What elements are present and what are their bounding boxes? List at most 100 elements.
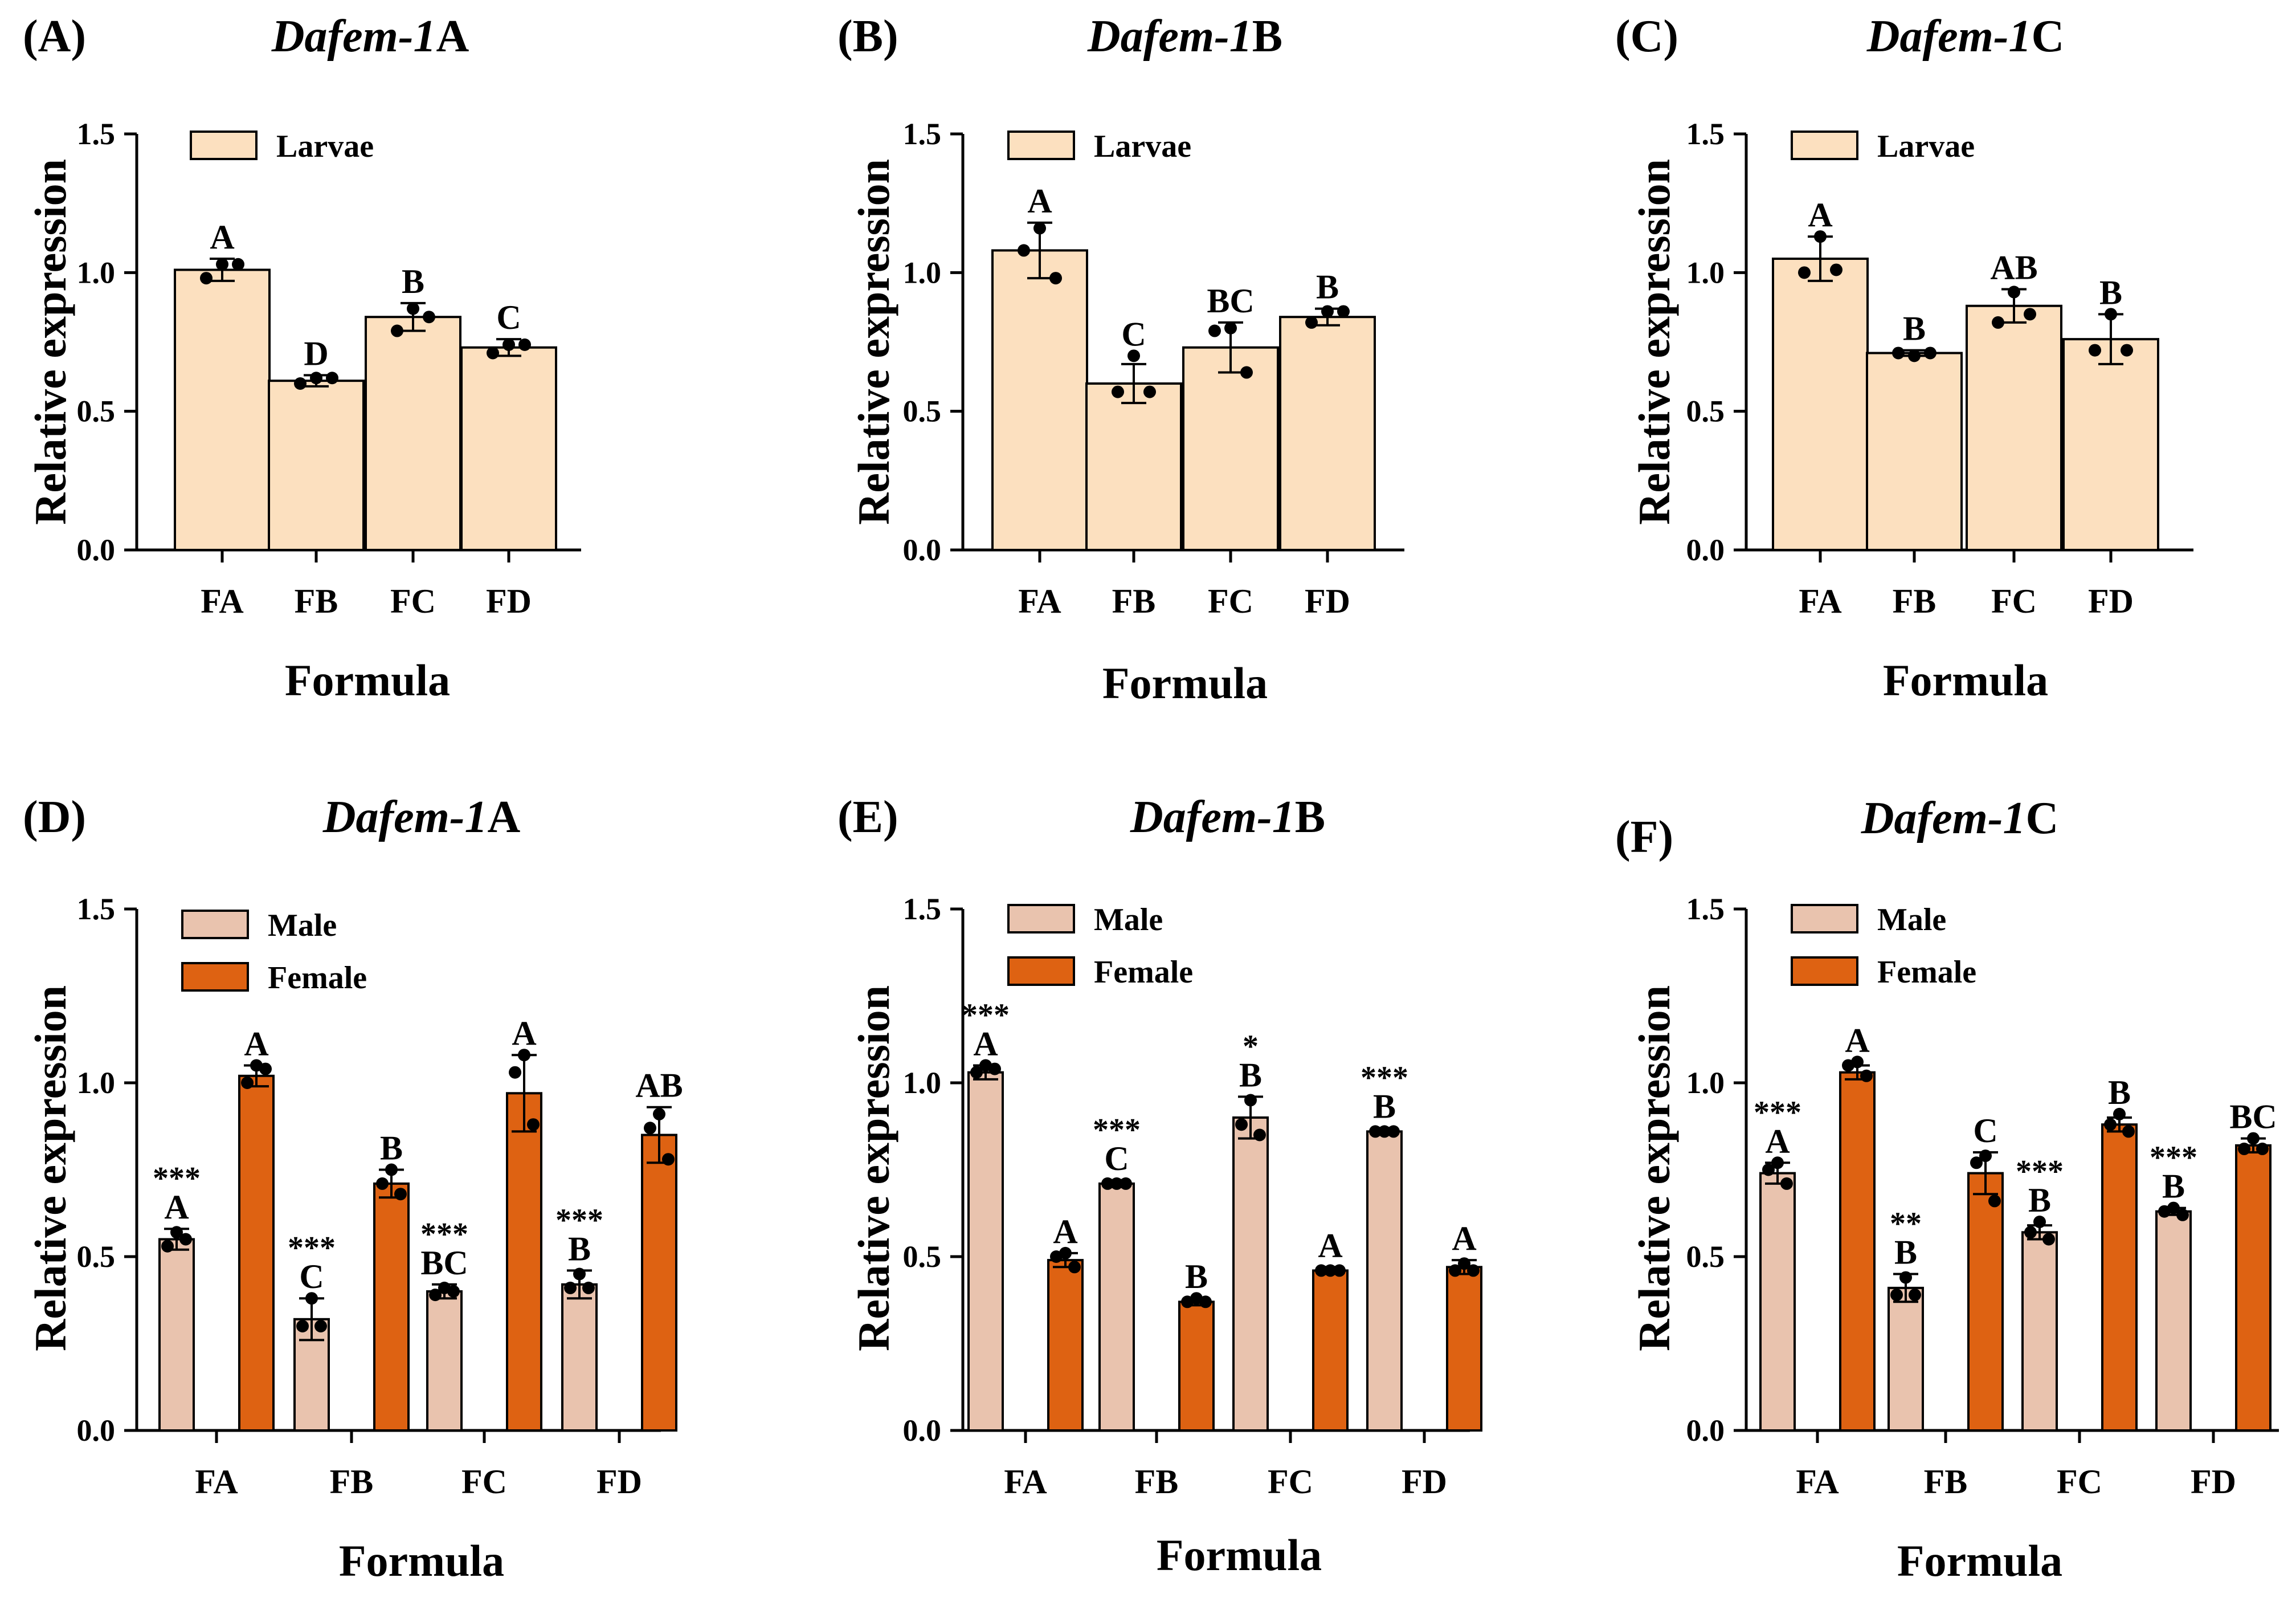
bar-female-fd xyxy=(2235,1144,2272,1432)
significance-stars: *** xyxy=(1754,1095,1801,1130)
legend-swatch-male xyxy=(1791,904,1858,933)
data-point xyxy=(1018,244,1030,257)
data-point xyxy=(1244,1094,1257,1107)
data-point xyxy=(1909,1289,1921,1302)
data-point xyxy=(294,377,307,390)
significance-letter: D xyxy=(304,335,328,372)
data-point xyxy=(1235,1118,1248,1131)
legend-swatch-larvae xyxy=(190,131,258,160)
data-point xyxy=(241,1077,254,1089)
data-point xyxy=(1387,1125,1400,1138)
data-point xyxy=(1224,321,1237,335)
significance-letter: BC xyxy=(420,1244,468,1282)
panel-letter: (A) xyxy=(23,11,86,62)
significance-letter: A xyxy=(1765,1122,1790,1160)
data-point xyxy=(1101,1177,1114,1190)
bar-female-fb xyxy=(1178,1301,1215,1432)
bar-female-fc xyxy=(2101,1123,2138,1432)
significance-letter: A xyxy=(244,1025,268,1063)
bar-larvae-fc xyxy=(1182,346,1279,551)
significance-letter: B xyxy=(1894,1234,1917,1271)
y-axis-label: Relative expression xyxy=(1629,159,1679,525)
significance-letter: C xyxy=(299,1258,324,1295)
significance-letter: C xyxy=(1104,1140,1129,1177)
data-point xyxy=(1988,1195,2001,1208)
x-tick-label: FD xyxy=(486,582,532,620)
significance-letter: A xyxy=(1053,1213,1077,1250)
significance-stars: *** xyxy=(153,1161,201,1196)
data-point xyxy=(1992,316,2004,329)
bar-larvae-fd xyxy=(2062,338,2159,552)
data-point xyxy=(1979,1149,1992,1163)
significance-letter: B xyxy=(1316,268,1339,306)
bar-female-fa xyxy=(1839,1071,1876,1432)
legend-swatch-larvae xyxy=(1007,131,1075,160)
x-tick-label: FB xyxy=(1893,582,1937,620)
data-point xyxy=(429,1289,442,1302)
legend-label-female: Female xyxy=(268,960,367,996)
data-point xyxy=(1798,266,1811,279)
data-point xyxy=(407,302,419,315)
y-tick-label: 0.0 xyxy=(77,533,116,567)
data-point xyxy=(1208,324,1221,337)
panel-title-gene: Dafem-1 xyxy=(322,792,488,842)
y-axis-label: Relative expression xyxy=(849,159,898,525)
x-tick-label: FA xyxy=(201,582,244,620)
y-tick-label: 0.0 xyxy=(77,1413,116,1448)
data-point xyxy=(1240,366,1253,379)
data-point xyxy=(2024,1226,2037,1239)
data-point xyxy=(1842,1059,1854,1072)
bar-female-fd xyxy=(641,1134,677,1432)
data-point xyxy=(2176,1208,2189,1221)
y-tick-label: 0.5 xyxy=(1686,1240,1725,1274)
data-point xyxy=(1321,305,1334,318)
y-axis-label: Relative expression xyxy=(26,159,75,525)
panel-title: Dafem-1A xyxy=(322,792,521,842)
legend-swatch-female xyxy=(1007,956,1075,986)
data-point xyxy=(1830,263,1842,276)
bar-larvae-fc xyxy=(1966,304,2062,551)
data-point xyxy=(376,1177,389,1190)
significance-letter: AB xyxy=(1990,249,2037,287)
data-point xyxy=(1068,1261,1081,1274)
panel-letter: (D) xyxy=(23,792,86,842)
legend-label-female: Female xyxy=(1094,955,1193,990)
y-tick-label: 1.5 xyxy=(77,117,116,151)
x-tick-label: FD xyxy=(1305,582,1350,620)
data-point xyxy=(2104,1118,2117,1131)
bar-male-fd xyxy=(1366,1130,1403,1432)
significance-letter: A xyxy=(210,218,234,256)
data-point xyxy=(582,1281,595,1294)
legend-label-larvae: Larvae xyxy=(276,129,374,164)
legend-label-larvae: Larvae xyxy=(1877,129,1975,164)
data-point xyxy=(2158,1205,2171,1218)
legend-label-larvae: Larvae xyxy=(1094,129,1191,164)
bar-male-fc xyxy=(426,1290,463,1432)
y-axis-label: Relative expression xyxy=(1629,985,1679,1351)
data-point xyxy=(509,1066,521,1079)
x-tick-label: FC xyxy=(1991,582,2037,620)
bar-male-fa xyxy=(1759,1172,1796,1432)
significance-letter: A xyxy=(1808,196,1832,234)
bar-male-fd xyxy=(561,1283,598,1432)
panel-letter: (C) xyxy=(1615,11,1678,62)
x-tick-label: FA xyxy=(1004,1463,1047,1501)
panel-title-gene: Dafem-1 xyxy=(271,11,436,62)
y-tick-label: 0.5 xyxy=(903,1240,942,1274)
x-tick-label: FD xyxy=(2088,582,2134,620)
x-tick-label: FC xyxy=(2057,1463,2102,1501)
panel-title: Dafem-1C xyxy=(1861,793,2059,843)
data-point xyxy=(1780,1177,1793,1190)
data-point xyxy=(1127,349,1140,362)
data-point xyxy=(1899,1271,1912,1284)
significance-letter: B xyxy=(2028,1181,2051,1219)
significance-letter: A xyxy=(164,1188,189,1226)
data-point xyxy=(1199,1295,1212,1308)
data-point xyxy=(1305,316,1318,329)
data-point xyxy=(2089,344,2101,357)
bar-female-fb xyxy=(373,1182,410,1432)
y-tick-label: 1.5 xyxy=(903,892,942,926)
significance-letter: A xyxy=(1318,1226,1342,1264)
significance-letter: B xyxy=(1903,310,1926,348)
